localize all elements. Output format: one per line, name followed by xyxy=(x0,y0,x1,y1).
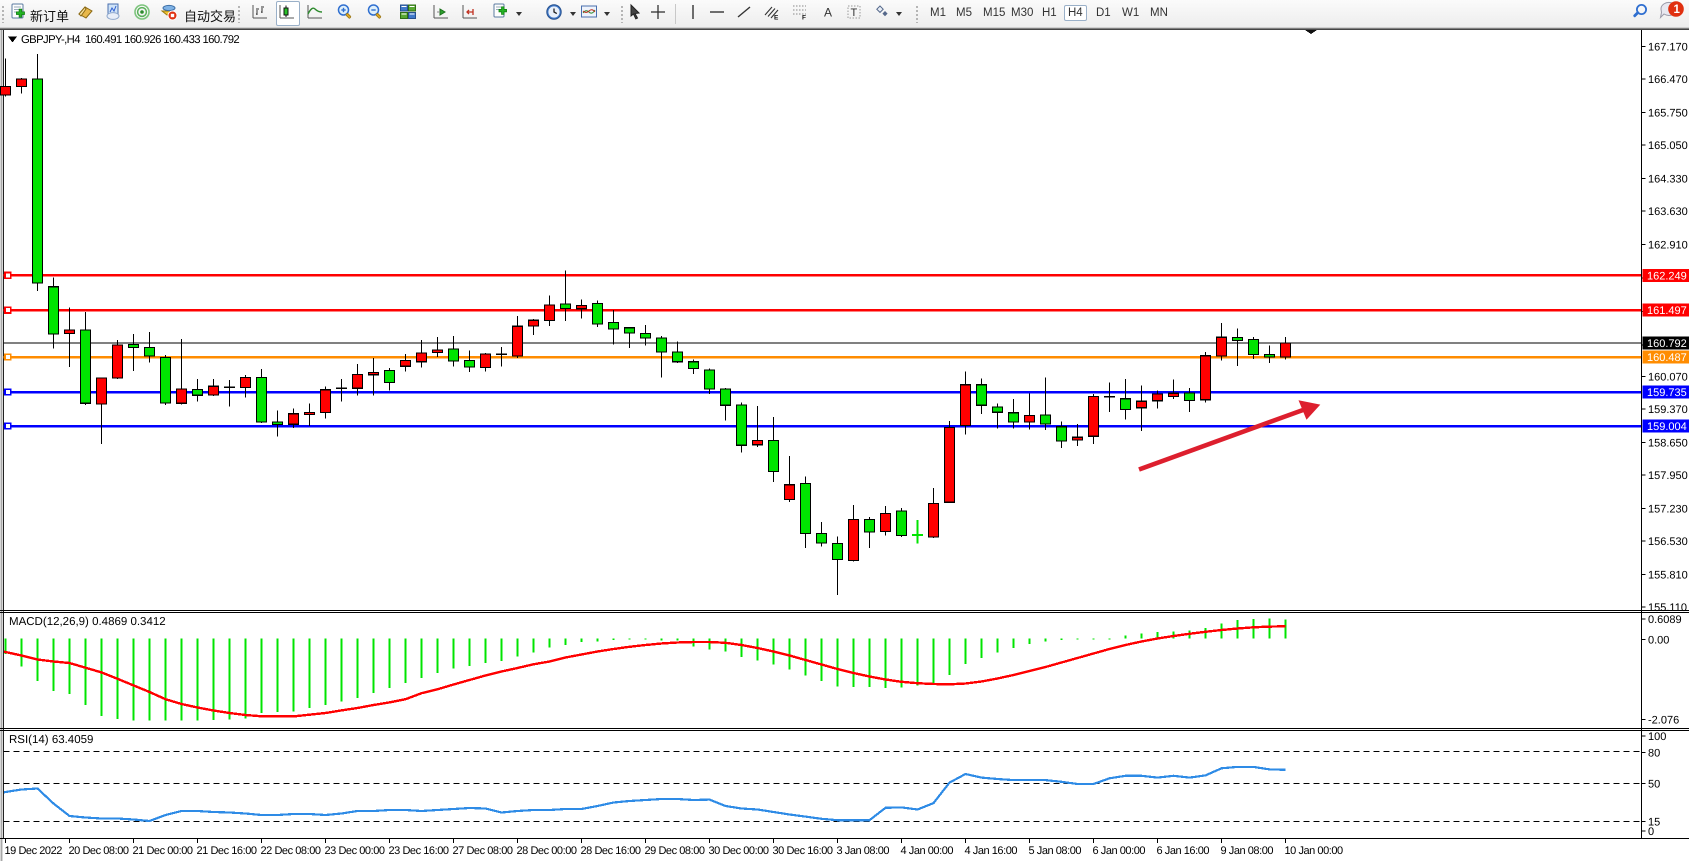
svg-text:157.950: 157.950 xyxy=(1648,470,1688,482)
svg-text:80: 80 xyxy=(1648,748,1660,760)
svg-text:A: A xyxy=(824,6,832,20)
svg-text:23 Dec 00:00: 23 Dec 00:00 xyxy=(325,845,385,857)
svg-text:159.735: 159.735 xyxy=(1647,387,1687,399)
svg-text:159.004: 159.004 xyxy=(1647,421,1687,433)
svg-text:9 Jan 08:00: 9 Jan 08:00 xyxy=(1221,845,1274,857)
svg-text:165.750: 165.750 xyxy=(1648,108,1688,120)
svg-text:165.050: 165.050 xyxy=(1648,140,1688,152)
svg-text:164.330: 164.330 xyxy=(1648,174,1688,186)
svg-text:155.110: 155.110 xyxy=(1648,602,1687,614)
svg-text:158.650: 158.650 xyxy=(1648,438,1688,450)
svg-text:10 Jan 00:00: 10 Jan 00:00 xyxy=(1285,845,1344,857)
svg-text:166.470: 166.470 xyxy=(1648,74,1688,86)
svg-text:27 Dec 08:00: 27 Dec 08:00 xyxy=(453,845,513,857)
svg-text:F: F xyxy=(802,15,806,22)
svg-text:19 Dec 2022: 19 Dec 2022 xyxy=(5,845,63,857)
svg-text:21 Dec 16:00: 21 Dec 16:00 xyxy=(197,845,257,857)
svg-text:0: 0 xyxy=(1648,826,1654,838)
svg-text:-2.076: -2.076 xyxy=(1648,715,1679,727)
svg-text:29 Dec 08:00: 29 Dec 08:00 xyxy=(645,845,705,857)
svg-text:159.370: 159.370 xyxy=(1648,404,1688,416)
svg-text:160.792: 160.792 xyxy=(1647,338,1687,350)
svg-text:15: 15 xyxy=(1648,816,1660,828)
svg-text:22 Dec 08:00: 22 Dec 08:00 xyxy=(261,845,321,857)
svg-text:163.630: 163.630 xyxy=(1648,206,1688,218)
svg-text:6 Jan 16:00: 6 Jan 16:00 xyxy=(1157,845,1210,857)
svg-text:157.230: 157.230 xyxy=(1648,504,1688,516)
svg-text:162.910: 162.910 xyxy=(1648,240,1688,252)
svg-text:155.810: 155.810 xyxy=(1648,570,1688,582)
svg-text:160.070: 160.070 xyxy=(1648,372,1688,384)
svg-text:20 Dec 08:00: 20 Dec 08:00 xyxy=(69,845,129,857)
svg-text:28 Dec 16:00: 28 Dec 16:00 xyxy=(581,845,641,857)
svg-text:156.530: 156.530 xyxy=(1648,536,1688,548)
svg-text:6 Jan 00:00: 6 Jan 00:00 xyxy=(1093,845,1146,857)
svg-text:30 Dec 16:00: 30 Dec 16:00 xyxy=(773,845,833,857)
svg-text:GBPJPY-,H4 160.491 160.926 16: GBPJPY-,H4 160.491 160.926 160.433 160.7… xyxy=(21,34,239,46)
svg-text:160.487: 160.487 xyxy=(1647,352,1687,364)
svg-text:0.00: 0.00 xyxy=(1648,635,1669,647)
svg-text:21 Dec 00:00: 21 Dec 00:00 xyxy=(133,845,193,857)
svg-text:161.497: 161.497 xyxy=(1647,305,1687,317)
svg-text:167.170: 167.170 xyxy=(1648,42,1688,54)
svg-text:28 Dec 00:00: 28 Dec 00:00 xyxy=(517,845,577,857)
svg-text:1: 1 xyxy=(1674,4,1681,16)
svg-text:100: 100 xyxy=(1648,731,1666,743)
svg-text:3 Jan 08:00: 3 Jan 08:00 xyxy=(837,845,890,857)
svg-text:4 Jan 00:00: 4 Jan 00:00 xyxy=(901,845,954,857)
svg-text:T: T xyxy=(851,7,858,19)
svg-text:30 Dec 00:00: 30 Dec 00:00 xyxy=(709,845,769,857)
svg-text:RSI(14) 63.4059: RSI(14) 63.4059 xyxy=(9,734,93,746)
svg-text:MACD(12,26,9) 0.4869 0.3412: MACD(12,26,9) 0.4869 0.3412 xyxy=(9,616,166,628)
svg-text:4 Jan 16:00: 4 Jan 16:00 xyxy=(965,845,1018,857)
svg-text:50: 50 xyxy=(1648,779,1660,791)
svg-text:0.6089: 0.6089 xyxy=(1648,614,1682,626)
svg-text:162.249: 162.249 xyxy=(1647,270,1687,282)
svg-text:23 Dec 16:00: 23 Dec 16:00 xyxy=(389,845,449,857)
svg-text:E: E xyxy=(774,15,779,22)
svg-text:5 Jan 08:00: 5 Jan 08:00 xyxy=(1029,845,1082,857)
